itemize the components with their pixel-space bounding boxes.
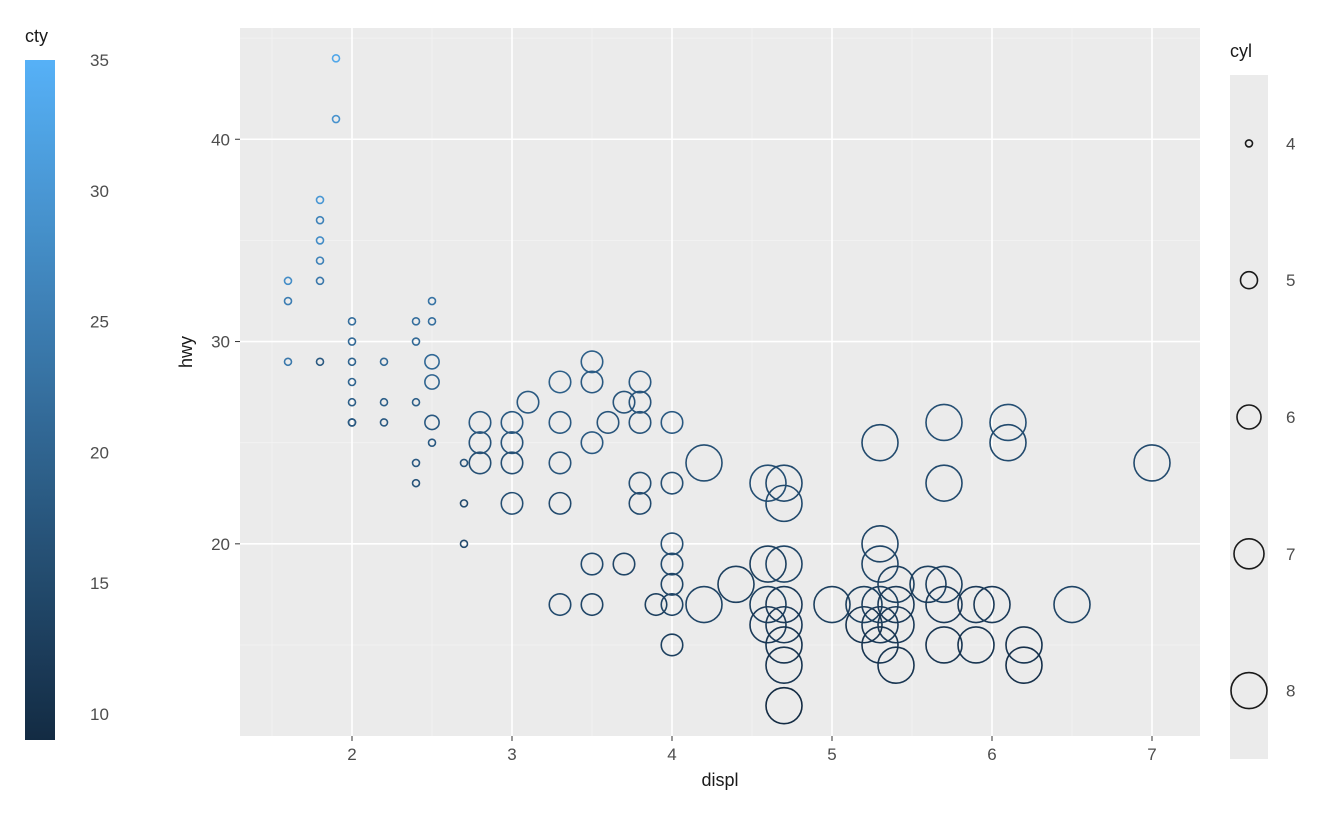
color-tick-label: 25 [90,313,109,332]
y-axis-label: hwy [176,336,196,368]
y-tick-label: 40 [211,130,230,149]
y-tick-label: 30 [211,333,230,352]
color-tick-label: 35 [90,51,109,70]
size-legend-label: 5 [1286,271,1295,290]
y-tick-label: 20 [211,535,230,554]
color-tick-label: 30 [90,182,109,201]
color-tick-label: 15 [90,574,109,593]
size-legend-label: 6 [1286,408,1295,427]
x-tick-label: 3 [507,745,516,764]
x-tick-label: 4 [667,745,676,764]
plot-panel [240,28,1200,736]
color-tick-label: 20 [90,443,109,462]
color-tick-label: 10 [90,705,109,724]
x-axis-label: displ [701,770,738,790]
x-tick-label: 2 [347,745,356,764]
colorbar [25,60,55,740]
size-legend-label: 7 [1286,545,1295,564]
x-tick-label: 5 [827,745,836,764]
x-tick-label: 7 [1147,745,1156,764]
scatter-chart: 2 3 4 5 6 7 20 30 40 displ hwy cty 10 15 20 25 30 35 cyl 4 5… [0,0,1344,830]
size-legend-bg [1230,75,1268,759]
color-legend-title: cty [25,26,48,46]
x-tick-label: 6 [987,745,996,764]
size-legend-label: 4 [1286,134,1295,153]
size-legend-title: cyl [1230,41,1252,61]
size-legend-label: 8 [1286,682,1295,701]
